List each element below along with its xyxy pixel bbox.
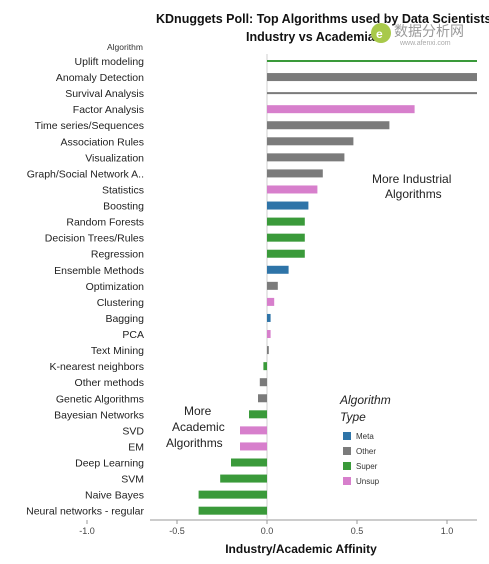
category-label-em: EM <box>128 441 144 453</box>
category-label-uplift-modeling: Uplift modeling <box>75 56 145 68</box>
bar-bagging <box>267 313 271 322</box>
category-label-time-series-sequences: Time series/Sequences <box>35 120 144 132</box>
bar-visualization <box>267 153 345 162</box>
bar-k-nearest-neighbors <box>263 362 267 371</box>
bar-other-methods <box>259 378 267 387</box>
bar-regression <box>267 249 305 258</box>
watermark-logo-glyph: e <box>376 27 383 41</box>
category-label-other-methods: Other methods <box>75 377 144 389</box>
bar-svm <box>220 474 267 483</box>
bar-optimization <box>267 281 278 290</box>
bar-neural-networks-regular <box>198 506 267 515</box>
category-label-k-nearest-neighbors: K-nearest neighbors <box>49 361 144 373</box>
annotation-industrial-line1: More Industrial <box>372 172 451 186</box>
category-label-visualization: Visualization <box>85 152 144 164</box>
bar-graph-social-network-a <box>267 169 323 178</box>
bar-anomaly-detection <box>267 73 477 82</box>
bar-naive-bayes <box>198 490 267 499</box>
bar-statistics <box>267 185 318 194</box>
category-label-genetic-algorithms: Genetic Algorithms <box>56 393 144 405</box>
x-tick-label: -1.0 <box>79 526 95 536</box>
legend-label-unsup: Unsup <box>356 477 380 486</box>
category-label-bagging: Bagging <box>105 313 144 325</box>
bar-association-rules <box>267 137 354 146</box>
category-label-optimization: Optimization <box>86 281 145 293</box>
legend-swatch-super <box>343 462 351 470</box>
category-labels: Uplift modeling Anomaly Detection Survival… <box>26 56 144 518</box>
legend-label-meta: Meta <box>356 432 374 441</box>
watermark-text: 数据分析网 <box>394 23 464 39</box>
category-label-anomaly-detection: Anomaly Detection <box>56 72 144 84</box>
bar-pca <box>267 330 271 339</box>
bar-boosting <box>267 201 309 210</box>
category-label-svd: SVD <box>122 425 144 437</box>
watermark: e 数据分析网 www.afenxi.com <box>371 23 464 47</box>
annotation-academic-line2: Academic <box>172 420 225 434</box>
category-label-factor-analysis: Factor Analysis <box>73 104 144 116</box>
bar-uplift-modeling <box>267 60 477 62</box>
category-label-survival-analysis: Survival Analysis <box>65 88 144 100</box>
category-label-deep-learning: Deep Learning <box>75 458 144 470</box>
legend-title-line1: Algorithm <box>339 393 391 407</box>
annotation-academic: More Academic Algorithms <box>166 404 225 450</box>
bar-genetic-algorithms <box>258 394 267 403</box>
legend-label-other: Other <box>356 447 376 456</box>
bar-decision-trees-rules <box>267 233 305 242</box>
annotation-academic-line3: Algorithms <box>166 436 223 450</box>
legend-swatch-other <box>343 447 351 455</box>
chart-subtitle: Industry vs Academia <box>246 30 376 44</box>
watermark-url: www.afenxi.com <box>399 40 451 47</box>
category-label-boosting: Boosting <box>103 201 144 213</box>
category-label-pca: PCA <box>122 329 144 341</box>
category-label-graph-social-network-a: Graph/Social Network A.. <box>27 168 144 180</box>
bar-bayesian-networks <box>249 410 267 419</box>
category-label-random-forests: Random Forests <box>66 217 144 229</box>
legend: Algorithm Type Meta Other Super Unsup <box>339 393 391 486</box>
legend-swatch-unsup <box>343 477 351 485</box>
x-axis: -1.0-0.50.00.51.01.5 <box>79 519 477 536</box>
bar-text-mining <box>267 346 269 355</box>
bar-ensemble-methods <box>267 265 289 274</box>
category-label-decision-trees-rules: Decision Trees/Rules <box>45 233 144 245</box>
bar-survival-analysis <box>267 92 477 95</box>
category-label-svm: SVM <box>121 474 144 486</box>
legend-entries: Meta Other Super Unsup <box>343 432 380 486</box>
annotation-industrial-line2: Algorithms <box>385 187 442 201</box>
x-tick-label: 0.5 <box>351 526 364 536</box>
x-tick-label: 1.0 <box>441 526 454 536</box>
bar-deep-learning <box>231 458 267 467</box>
bars <box>198 60 477 515</box>
bar-clustering <box>267 297 275 306</box>
legend-title-line2: Type <box>340 410 366 424</box>
chart-title: KDnuggets Poll: Top Algorithms used by D… <box>156 12 489 26</box>
bar-em <box>240 442 267 451</box>
bar-svd <box>240 426 267 435</box>
x-tick-label: -0.5 <box>169 526 185 536</box>
category-label-statistics: Statistics <box>102 184 144 196</box>
bar-factor-analysis <box>267 105 415 114</box>
bar-random-forests <box>267 217 305 226</box>
y-axis-header: Algorithm <box>107 42 143 52</box>
category-label-naive-bayes: Naive Bayes <box>85 490 144 502</box>
x-tick-label: 0.0 <box>261 526 274 536</box>
legend-swatch-meta <box>343 432 351 440</box>
category-label-clustering: Clustering <box>97 297 144 309</box>
category-label-regression: Regression <box>91 249 144 261</box>
category-label-association-rules: Association Rules <box>61 136 144 148</box>
category-label-bayesian-networks: Bayesian Networks <box>54 409 144 421</box>
category-label-ensemble-methods: Ensemble Methods <box>54 265 144 277</box>
bar-time-series-sequences <box>267 121 390 130</box>
category-label-text-mining: Text Mining <box>91 345 144 357</box>
watermark-logo-icon <box>371 23 391 43</box>
annotation-industrial: More Industrial Algorithms <box>372 172 451 201</box>
annotation-academic-line1: More <box>184 404 212 418</box>
x-axis-label: Industry/Academic Affinity <box>225 542 377 556</box>
category-label-neural-networks-regular: Neural networks - regular <box>26 506 144 518</box>
legend-label-super: Super <box>356 462 378 471</box>
